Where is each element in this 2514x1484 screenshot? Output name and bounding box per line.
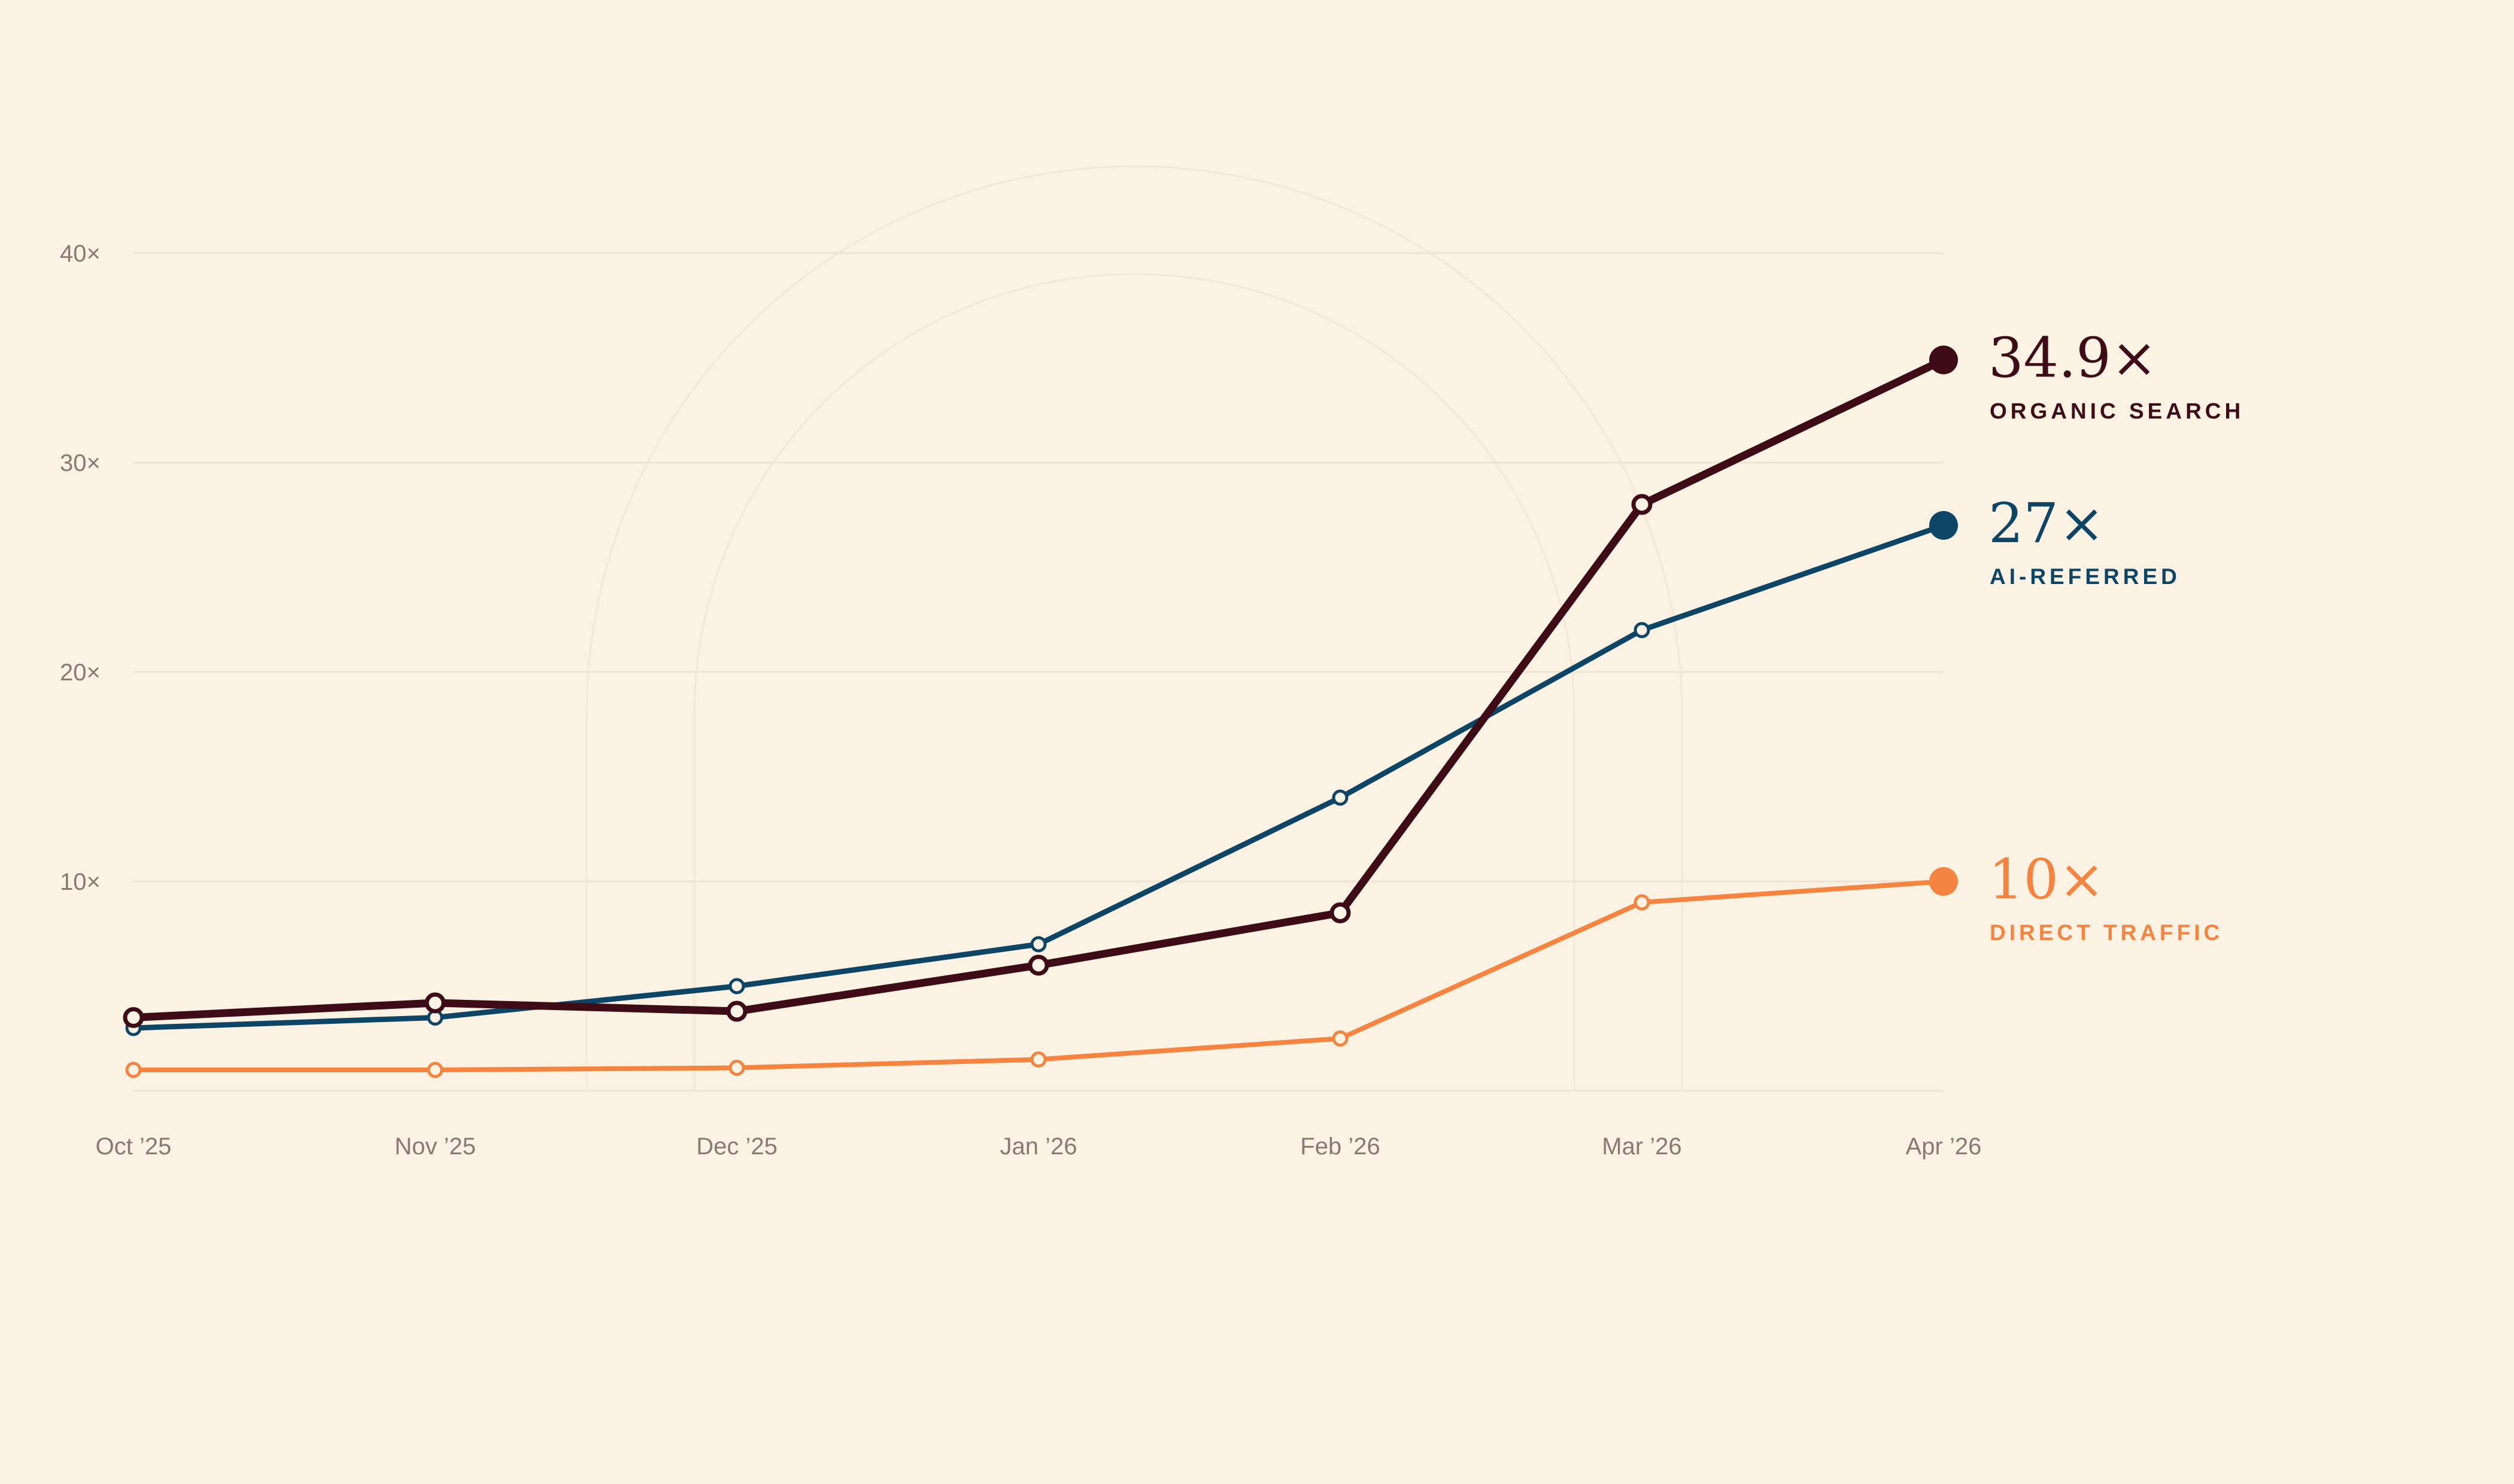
series-end-labels: 34.9× ORGANIC SEARCH 27× AI-REFERRED 10× DIRE…	[1988, 326, 2244, 945]
data-point-organic	[1028, 954, 1049, 976]
end-point-organic	[1929, 345, 1958, 375]
gridlines	[133, 252, 1944, 1092]
data-point-direct	[427, 1062, 444, 1078]
data-point-direct	[1332, 1030, 1349, 1047]
data-point-ai	[1332, 789, 1349, 806]
data-point-organic	[1631, 494, 1653, 515]
data-point-direct	[728, 1060, 745, 1076]
end-name-direct: DIRECT TRAFFIC	[1990, 920, 2223, 945]
series-direct	[125, 867, 1958, 1078]
x-tick-label: Feb ’26	[1300, 1133, 1380, 1160]
series-ai	[125, 511, 1958, 1036]
data-point-organic	[1329, 902, 1351, 923]
y-tick-label: 40×	[60, 241, 101, 267]
data-point-direct	[125, 1062, 142, 1078]
end-point-direct	[1929, 867, 1958, 896]
data-point-organic	[424, 992, 446, 1014]
x-tick-label: Dec ’25	[696, 1133, 778, 1160]
data-point-ai	[1634, 622, 1650, 638]
background-arc	[693, 273, 1575, 1091]
data-point-organic	[123, 1007, 144, 1028]
data-point-direct	[1634, 894, 1650, 911]
data-point-direct	[1030, 1051, 1047, 1068]
x-tick-label: Mar ’26	[1602, 1133, 1681, 1160]
x-tick-label: Oct ’25	[96, 1133, 172, 1160]
y-tick-label: 30×	[60, 450, 101, 476]
x-tick-label: Apr ’26	[1906, 1133, 1982, 1160]
x-tick-label: Jan ’26	[1000, 1133, 1077, 1160]
series-organic	[123, 345, 1958, 1028]
y-axis-tick-labels: 10× 20× 30× 40×	[60, 241, 101, 895]
data-point-ai	[1030, 936, 1047, 953]
background-arcs	[585, 165, 1683, 1091]
background-arc	[585, 165, 1683, 1091]
y-tick-label: 20×	[60, 659, 101, 686]
x-tick-label: Nov ’25	[394, 1133, 476, 1160]
data-point-ai	[728, 978, 745, 995]
end-point-ai	[1929, 511, 1958, 540]
series-lines	[123, 345, 1958, 1078]
end-value-ai: 27×	[1988, 491, 2105, 555]
end-name-ai: AI-REFERRED	[1990, 564, 2181, 589]
end-name-organic: ORGANIC SEARCH	[1990, 399, 2244, 424]
y-tick-label: 10×	[60, 869, 101, 895]
end-value-organic: 34.9×	[1988, 326, 2157, 390]
data-point-organic	[726, 1001, 748, 1022]
end-value-direct: 10×	[1988, 847, 2105, 911]
x-axis-tick-labels: Oct ’25 Nov ’25 Dec ’25 Jan ’26 Feb ’26 Mar ’…	[96, 1133, 1982, 1160]
